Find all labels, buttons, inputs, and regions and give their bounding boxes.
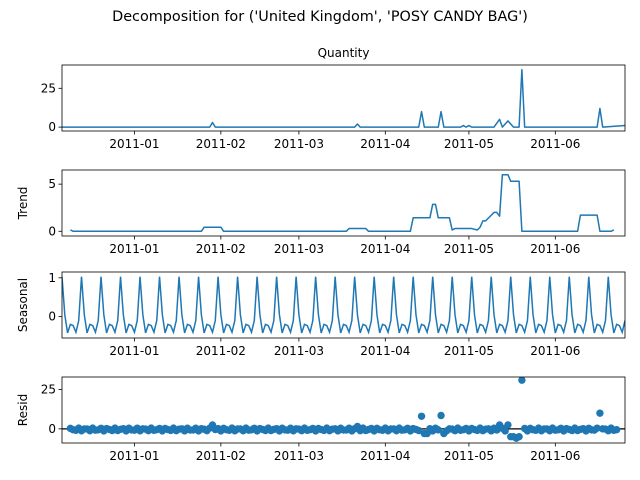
series-2 — [70, 173, 615, 233]
x-tick-label: 2011-02 — [196, 344, 246, 358]
figure-suptitle: Decomposition for ('United Kingdom', 'PO… — [112, 9, 528, 25]
x-tick-label: 2011-03 — [274, 344, 324, 358]
x-tick-label: 2011-02 — [196, 137, 246, 151]
x-tick-label: 2011-03 — [274, 449, 324, 463]
x-tick-label: 2011-04 — [360, 449, 410, 463]
x-tick-label: 2011-06 — [530, 242, 580, 256]
x-tick-label: 2011-03 — [274, 137, 324, 151]
x-tick-label: 2011-05 — [444, 242, 494, 256]
resid-point — [518, 377, 526, 384]
x-tick-label: 2011-06 — [530, 344, 580, 358]
y-axis-label: Resid — [16, 394, 30, 426]
panel-2: Trend 0 5 2011-01 2011-02 2011-03 2011-04 2011-… — [16, 169, 626, 256]
x-tick-label: 2011-04 — [360, 242, 410, 256]
series-1 — [62, 68, 625, 128]
x-tick-label: 2011-04 — [360, 137, 410, 151]
y-axis-label: Seasonal — [16, 278, 30, 332]
y-axis-label: Trend — [16, 187, 30, 221]
y-tick-label: 25 — [41, 383, 56, 397]
x-tick-label: 2011-06 — [530, 449, 580, 463]
y-tick-label: 1 — [48, 271, 56, 285]
x-tick-label: 2011-05 — [444, 449, 494, 463]
series-4 — [62, 377, 625, 442]
resid-point — [515, 433, 523, 441]
panel-title: Quantity — [318, 46, 370, 60]
resid-point — [612, 425, 621, 434]
resid-point — [501, 427, 509, 435]
x-tick-label: 2011-02 — [196, 242, 246, 256]
resid-point — [504, 421, 512, 429]
x-tick-label: 2011-05 — [444, 137, 494, 151]
x-tick-label: 2011-06 — [530, 137, 580, 151]
resid-point — [437, 411, 445, 420]
axes-frame — [61, 271, 626, 339]
y-tick-label: 5 — [48, 177, 56, 191]
resid-point — [417, 412, 426, 420]
x-tick-label: 2011-01 — [109, 449, 159, 463]
series-3 — [62, 276, 625, 335]
x-tick-label: 2011-01 — [109, 242, 159, 256]
y-tick-label: 0 — [48, 310, 56, 324]
resid-point — [415, 426, 423, 435]
x-tick-label: 2011-02 — [196, 449, 246, 463]
y-tick-label: 0 — [48, 224, 56, 238]
panel-1: Quantity 0 25 2011-01 2011-02 2011-03 2011-04 2… — [41, 46, 626, 151]
x-tick-label: 2011-04 — [360, 344, 410, 358]
axes-frame — [61, 169, 626, 237]
axes-frame — [61, 64, 626, 132]
y-tick-label: 0 — [48, 422, 56, 436]
x-tick-label: 2011-01 — [109, 137, 159, 151]
seasonal-line — [62, 276, 625, 335]
resid-point — [593, 424, 601, 432]
y-tick-label: 25 — [41, 81, 56, 95]
x-tick-label: 2011-01 — [109, 344, 159, 358]
panel-4: Resid 0 25 2011-01 2011-02 2011-03 2011-04 2011… — [16, 376, 626, 463]
panel-3: Seasonal 0 1 2011-01 2011-02 2011-03 2011-04 20… — [16, 271, 626, 358]
resid-point — [434, 426, 442, 434]
resid-point — [596, 409, 604, 417]
series-line — [62, 68, 625, 128]
y-tick-label: 0 — [48, 120, 56, 134]
axes-frame — [61, 376, 626, 444]
x-tick-label: 2011-03 — [274, 242, 324, 256]
series-line — [70, 173, 615, 233]
x-tick-label: 2011-05 — [444, 344, 494, 358]
